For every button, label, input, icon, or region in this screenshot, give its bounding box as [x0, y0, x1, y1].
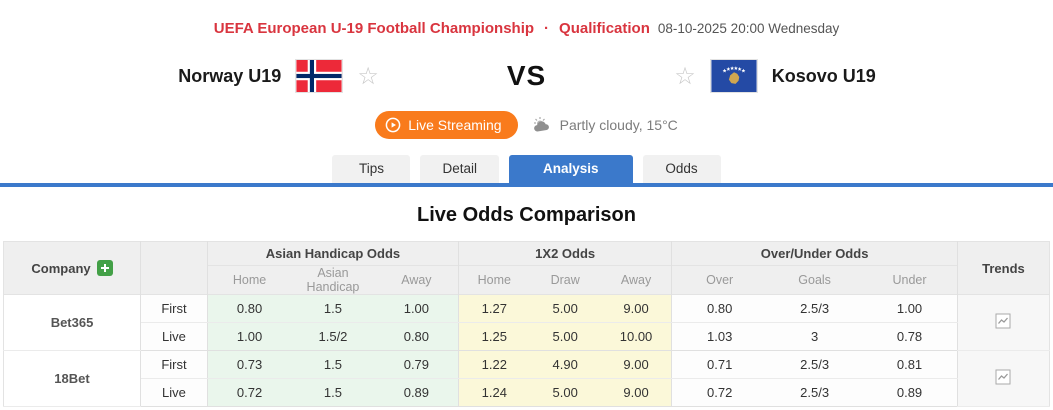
ou-over-header: Over [671, 265, 768, 295]
odds-value: 2.5/3 [767, 378, 863, 407]
odds-value: 0.89 [862, 378, 958, 407]
odds-value: 0.80 [671, 294, 768, 323]
odds-value: 5.00 [529, 378, 601, 407]
norway-flag-icon [295, 59, 344, 93]
odds-value: 4.90 [529, 350, 601, 379]
row-stage-label: First [140, 350, 208, 379]
row-stage-label: Live [140, 322, 208, 351]
match-header: UEFA European U-19 Football Championship… [0, 0, 1053, 37]
odds-value: 0.79 [374, 350, 459, 379]
away-team: ☆ Kosovo U19 [546, 59, 1053, 93]
home-team-name: Norway U19 [178, 65, 282, 86]
odds-value: 1.00 [862, 294, 958, 323]
odds-value: 0.78 [862, 322, 958, 351]
table-row: Bet365 First 0.80 1.5 1.00 1.27 5.00 9.0… [3, 294, 1050, 351]
1x2-draw-header: Draw [529, 265, 601, 295]
trends-cell [957, 294, 1050, 351]
live-streaming-button[interactable]: Live Streaming [375, 111, 518, 139]
odds-value: 2.5/3 [767, 294, 863, 323]
vs-label: VS [506, 60, 547, 91]
trends-header: Trends [957, 241, 1050, 295]
ah-handicap-header: Asian Handicap [291, 265, 375, 295]
odds-value: 1.5 [291, 294, 375, 323]
over-under-group-header: Over/Under Odds [671, 241, 958, 266]
odds-value: 1.5/2 [291, 322, 375, 351]
add-company-button[interactable] [96, 260, 113, 276]
live-streaming-label: Live Streaming [408, 117, 502, 133]
kosovo-flag-icon [709, 59, 758, 93]
odds-value: 0.73 [207, 350, 292, 379]
weather-text: Partly cloudy, 15°C [559, 117, 678, 133]
company-header: Company [3, 241, 142, 295]
favorite-star-icon[interactable]: ☆ [357, 62, 379, 90]
dot-separator: · [544, 20, 550, 37]
ah-home-header: Home [207, 265, 292, 295]
1x2-group-header: 1X2 Odds [458, 241, 673, 266]
tab-detail[interactable]: Detail [420, 155, 499, 183]
odds-value: 1.25 [458, 322, 530, 351]
company-name: Bet365 [3, 294, 142, 351]
odds-value: 1.00 [374, 294, 459, 323]
row-stage-label: First [140, 294, 208, 323]
tab-analysis[interactable]: Analysis [508, 155, 633, 183]
ou-under-header: Under [862, 265, 958, 295]
1x2-home-header: Home [458, 265, 530, 295]
section-title: Live Odds Comparison [417, 204, 636, 226]
trends-cell [957, 350, 1050, 407]
odds-value: 0.80 [207, 294, 292, 323]
odds-value: 1.22 [458, 350, 530, 379]
1x2-away-header: Away [600, 265, 673, 295]
odds-value: 0.71 [671, 350, 768, 379]
odds-value: 0.81 [862, 350, 958, 379]
odds-value: 9.00 [600, 294, 673, 323]
play-circle-icon [385, 117, 401, 133]
odds-value: 1.5 [291, 378, 375, 407]
ah-away-header: Away [374, 265, 459, 295]
odds-value: 0.72 [207, 378, 292, 407]
ou-goals-header: Goals [767, 265, 863, 295]
odds-value: 5.00 [529, 294, 601, 323]
odds-comparison-table: Company Asian Handicap Odds 1X2 Odds Ove… [3, 241, 1050, 407]
table-row: Live 0.72 1.5 0.89 1.24 5.00 9.00 0.72 2… [4, 378, 1050, 407]
tabs-underline [0, 183, 1053, 187]
odds-value: 10.00 [600, 322, 673, 351]
stream-row: Live Streaming Partly cloudy, 15°C [0, 111, 1053, 139]
odds-value: 9.00 [600, 350, 673, 379]
odds-value: 5.00 [529, 322, 601, 351]
trend-chart-icon[interactable] [995, 313, 1011, 329]
company-name: 18Bet [3, 350, 142, 407]
stage-column-header [140, 241, 208, 295]
kickoff-datetime: 08-10-2025 20:00 Wednesday [657, 21, 840, 36]
odds-value: 1.03 [671, 322, 768, 351]
odds-value: 0.72 [671, 378, 768, 407]
odds-value: 2.5/3 [767, 350, 863, 379]
odds-value: 1.00 [207, 322, 292, 351]
teams-row: Norway U19 ☆ VS ☆ [0, 59, 1053, 93]
tabs-bar: Tips Detail Analysis Odds [0, 155, 1053, 187]
odds-value: 1.24 [458, 378, 530, 407]
away-team-name: Kosovo U19 [771, 65, 876, 86]
odds-value: 9.00 [600, 378, 673, 407]
favorite-star-icon[interactable]: ☆ [674, 62, 696, 90]
asian-handicap-group-header: Asian Handicap Odds [207, 241, 459, 266]
odds-value: 1.27 [458, 294, 530, 323]
weather-info: Partly cloudy, 15°C [532, 116, 678, 134]
odds-value: 1.5 [291, 350, 375, 379]
table-row: 18Bet First 0.73 1.5 0.79 1.22 4.90 9.00… [3, 350, 1050, 407]
trend-chart-icon[interactable] [995, 369, 1011, 385]
company-header-label: Company [31, 260, 91, 276]
league-name: UEFA European U-19 Football Championship [213, 20, 535, 37]
home-team: Norway U19 ☆ [0, 59, 507, 93]
row-stage-label: Live [140, 378, 208, 407]
odds-value: 3 [767, 322, 863, 351]
tab-tips[interactable]: Tips [332, 155, 411, 183]
stage-name: Qualification [559, 20, 650, 37]
tab-odds[interactable]: Odds [642, 155, 721, 183]
odds-value: 0.89 [374, 378, 459, 407]
table-row: Live 1.00 1.5/2 0.80 1.25 5.00 10.00 1.0… [4, 322, 1050, 351]
odds-table-wrap: Company Asian Handicap Odds 1X2 Odds Ove… [0, 241, 1053, 407]
partly-cloudy-icon [533, 117, 549, 132]
odds-value: 0.80 [374, 322, 459, 351]
